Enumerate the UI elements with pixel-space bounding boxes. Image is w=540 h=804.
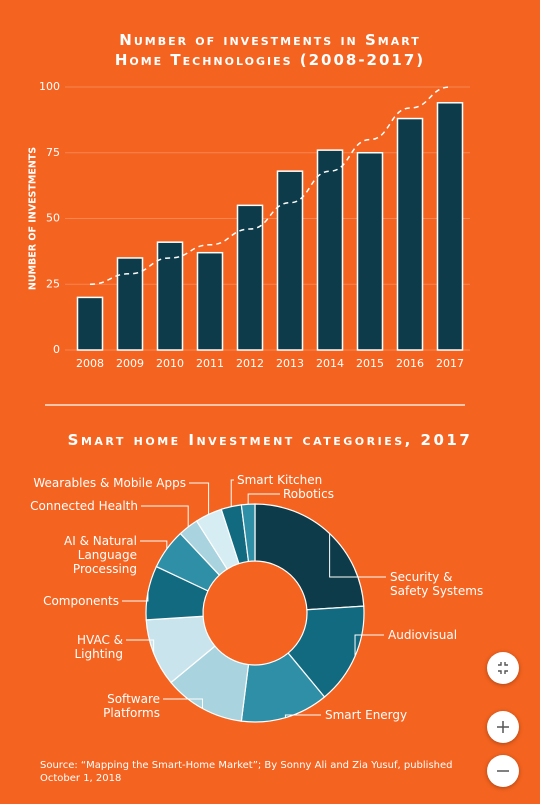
- minus-icon: [497, 770, 509, 772]
- y-tick-label: 75: [46, 146, 60, 159]
- segment-label: Security & Safety Systems: [390, 570, 484, 598]
- leader-line: [189, 482, 210, 515]
- x-tick-label: 2015: [356, 357, 384, 370]
- leader-line: [141, 505, 189, 527]
- source-note: Source: “Mapping the Smart-Home Market”;…: [40, 760, 453, 784]
- leader-line: [247, 493, 280, 505]
- leader-line: [284, 714, 321, 718]
- bar: [76, 296, 104, 351]
- bar-chart-title: Number of investments in Smart Home Tech…: [114, 31, 426, 69]
- segment-label: Software Platforms: [103, 692, 160, 720]
- x-tick-label: 2016: [396, 357, 424, 370]
- bar: [436, 102, 464, 351]
- segment-label: AI & Natural Language Processing: [64, 534, 137, 576]
- x-tick-label: 2012: [236, 357, 264, 370]
- leader-line: [329, 533, 386, 578]
- x-tick-label: 2010: [156, 357, 184, 370]
- donut-segment: [240, 503, 256, 563]
- leader-line: [163, 698, 203, 709]
- leader-line: [230, 479, 234, 507]
- bar: [316, 149, 344, 351]
- zoom-out-button[interactable]: [487, 755, 519, 787]
- bar: [356, 152, 384, 351]
- collapse-button[interactable]: [487, 652, 519, 684]
- bar: [396, 117, 424, 351]
- segment-label: Audiovisual: [388, 628, 458, 642]
- donut-segment: [254, 503, 365, 611]
- leader-line: [122, 592, 149, 602]
- x-tick-label: 2011: [196, 357, 224, 370]
- leader-line: [126, 639, 155, 654]
- y-axis-label: NUMBER OF INVESTMENTS: [28, 147, 39, 290]
- y-tick-label: 25: [46, 277, 60, 290]
- segment-label: Smart Kitchen: [237, 473, 323, 487]
- trend-line: [89, 86, 451, 285]
- bar: [196, 251, 224, 351]
- bar: [116, 257, 144, 351]
- collapse-icon: [498, 662, 508, 674]
- zoom-in-button[interactable]: [487, 711, 519, 743]
- segment-label: Connected Health: [30, 499, 138, 513]
- y-tick-label: 100: [39, 80, 60, 93]
- bar: [156, 241, 184, 351]
- y-tick-label: 50: [46, 212, 60, 225]
- donut-chart-title: Smart home Investment categories, 2017: [67, 431, 473, 449]
- leader-line: [354, 634, 384, 657]
- x-tick-label: 2014: [316, 357, 344, 370]
- segment-label: Smart Energy: [325, 708, 408, 722]
- segment-label: Wearables & Mobile Apps: [33, 476, 186, 490]
- y-tick-label: 0: [53, 343, 60, 356]
- leader-line: [140, 540, 168, 549]
- x-tick-label: 2013: [276, 357, 304, 370]
- plus-icon: [497, 721, 509, 733]
- segment-label: HVAC & Lighting: [74, 633, 123, 661]
- bar: [276, 170, 304, 351]
- segment-label: Robotics: [283, 487, 334, 501]
- x-tick-label: 2008: [76, 357, 104, 370]
- segment-label: Components: [43, 594, 119, 608]
- x-tick-label: 2017: [436, 357, 464, 370]
- x-tick-label: 2009: [116, 357, 144, 370]
